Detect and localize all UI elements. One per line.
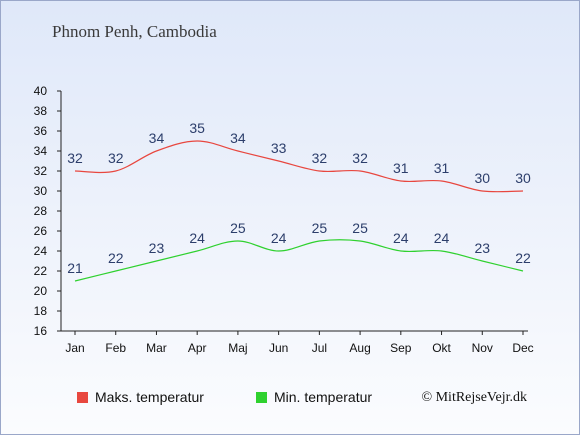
min-data-label: 25 (230, 220, 246, 236)
y-tick-label: 24 (34, 244, 48, 258)
x-tick-label: Dec (512, 341, 533, 355)
x-tick-label: Aug (349, 341, 370, 355)
max-data-label: 35 (189, 120, 205, 136)
max-data-label: 32 (312, 150, 328, 166)
credit-text: © MitRejseVejr.dk (421, 390, 527, 405)
max-data-label: 31 (393, 160, 409, 176)
min-temperature-line (74, 239, 524, 282)
data-labels: 32 32 34 35 34 33 32 32 31 31 30 30 21 22 23 24 25 24 25 25… (67, 120, 531, 276)
x-tick-label: Jul (312, 341, 327, 355)
legend-item-min: Min. temperatur (256, 389, 372, 405)
x-tick-label: Sep (390, 341, 412, 355)
min-data-label: 22 (515, 250, 531, 266)
min-data-label: 24 (271, 230, 287, 246)
x-tick-label: Feb (105, 341, 126, 355)
y-tick-label: 22 (34, 264, 48, 278)
legend-item-max: Maks. temperatur (77, 389, 204, 405)
max-temperature-line (74, 140, 524, 193)
max-data-label: 30 (474, 170, 490, 186)
y-tick-label: 34 (34, 144, 48, 158)
y-tick-label: 30 (34, 184, 48, 198)
max-data-label: 31 (434, 160, 450, 176)
legend-swatch-max (77, 391, 88, 403)
min-data-label: 23 (474, 240, 490, 256)
y-tick-label: 18 (34, 304, 48, 318)
legend-swatch-min (256, 391, 267, 403)
max-data-label: 34 (230, 130, 246, 146)
min-data-label: 21 (67, 260, 83, 276)
y-tick-label: 40 (34, 84, 48, 98)
y-tick-label: 38 (34, 104, 48, 118)
x-tick-label: Nov (472, 341, 493, 355)
min-data-label: 25 (312, 220, 328, 236)
min-data-label: 22 (108, 250, 124, 266)
x-tick-label: Apr (188, 341, 207, 355)
series-layer (74, 140, 524, 282)
y-tick-label: 36 (34, 124, 48, 138)
chart-title: Phnom Penh, Cambodia (52, 22, 217, 41)
max-data-label: 32 (108, 150, 124, 166)
min-data-label: 24 (189, 230, 205, 246)
y-tick-label: 32 (34, 164, 48, 178)
min-data-label: 25 (352, 220, 368, 236)
legend-label-min: Min. temperatur (274, 389, 373, 405)
y-tick-label: 16 (34, 324, 48, 338)
min-data-label: 23 (149, 240, 165, 256)
max-data-label: 33 (271, 140, 287, 156)
x-tick-label: Okt (432, 341, 451, 355)
min-data-label: 24 (434, 230, 450, 246)
axes: 16 18 20 22 24 26 28 30 32 34 36 38 40 Jan Feb Mar Apr Ma… (34, 84, 534, 355)
max-data-label: 34 (149, 130, 165, 146)
max-data-label: 32 (352, 150, 368, 166)
x-tick-label: Jan (65, 341, 84, 355)
min-data-label: 24 (393, 230, 409, 246)
x-tick-label: Jun (269, 341, 288, 355)
x-tick-label: Mar (146, 341, 167, 355)
y-tick-label: 20 (34, 284, 48, 298)
legend-label-max: Maks. temperatur (95, 389, 204, 405)
max-data-label: 30 (515, 170, 531, 186)
max-data-label: 32 (67, 150, 83, 166)
y-tick-label: 28 (34, 204, 48, 218)
y-tick-label: 26 (34, 224, 48, 238)
x-tick-label: Maj (228, 341, 247, 355)
